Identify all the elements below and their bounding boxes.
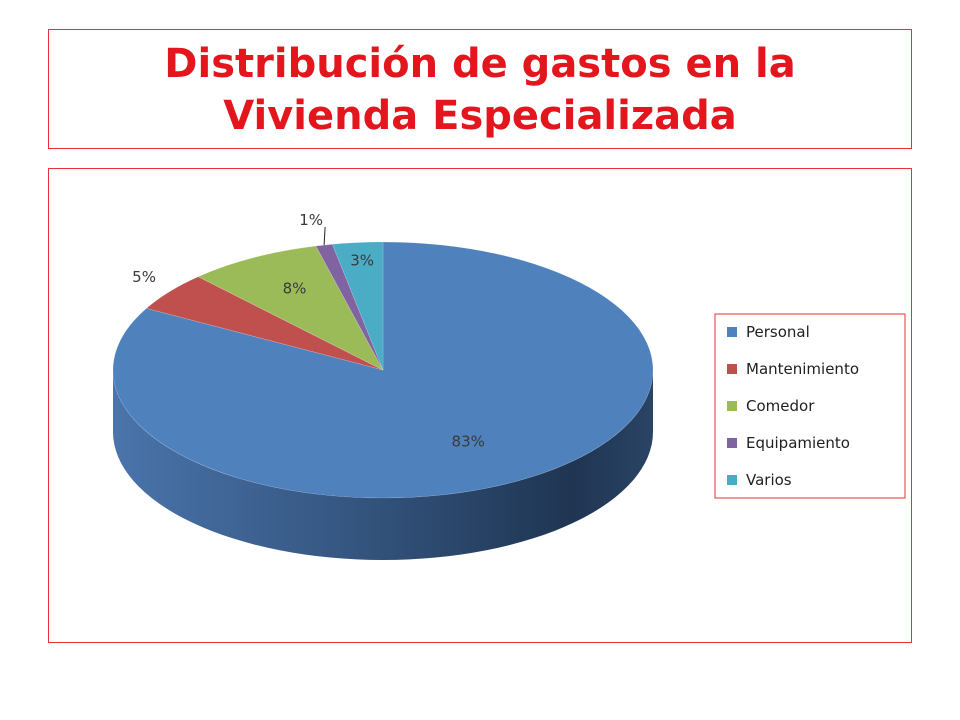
legend-entry-comedor: Comedor bbox=[746, 397, 815, 415]
legend-swatch-comedor bbox=[727, 401, 737, 411]
pie-slice-comedor bbox=[197, 245, 384, 371]
chart-area bbox=[48, 168, 912, 643]
legend: Personal Mantenimiento Comedor Equipamiento… bbox=[714, 313, 906, 499]
data-label-personal: 83% bbox=[452, 432, 485, 450]
legend-entry-varios: Varios bbox=[746, 471, 792, 489]
pie-side-personal bbox=[113, 370, 653, 560]
chart-title: Distribución de gastos en la Vivienda Es… bbox=[164, 41, 796, 139]
pie-slice-varios bbox=[331, 241, 384, 371]
data-label-mantenimiento: 5% bbox=[132, 268, 156, 286]
legend-swatch-mantenimiento bbox=[727, 364, 737, 374]
label-leader-line bbox=[323, 227, 326, 246]
legend-entry-personal: Personal bbox=[746, 323, 810, 341]
legend-entry-mantenimiento: Mantenimiento bbox=[746, 360, 859, 378]
pie-slice-personal bbox=[112, 241, 654, 499]
title-box: Distribución de gastos en la Vivienda Es… bbox=[48, 29, 912, 149]
data-label-equipamiento: 1% bbox=[299, 211, 323, 229]
data-label-comedor: 8% bbox=[283, 280, 307, 298]
pie-top bbox=[112, 241, 654, 499]
pie-side bbox=[113, 370, 653, 560]
data-label-varios: 3% bbox=[350, 252, 374, 270]
pie-labels: 83% 5% 8% 1% 3% bbox=[132, 211, 485, 450]
legend-box bbox=[714, 313, 906, 499]
legend-entry-equipamiento: Equipamiento bbox=[746, 434, 850, 452]
legend-swatch-varios bbox=[727, 475, 737, 485]
pie-slice-mantenimiento bbox=[145, 276, 384, 371]
legend-swatch-personal bbox=[727, 327, 737, 337]
legend-swatch-equipamiento bbox=[727, 438, 737, 448]
